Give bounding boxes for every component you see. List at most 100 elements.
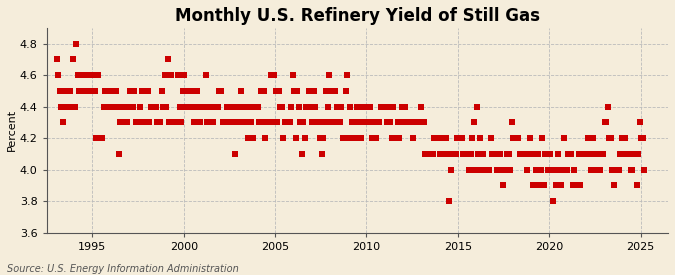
Point [475,136,485,140]
Point [481,167,491,172]
Point [167,120,178,125]
Point [187,104,198,109]
Point [491,167,502,172]
Point [208,120,219,125]
Point [637,136,648,140]
Point [618,152,628,156]
Point [315,136,325,140]
Point [350,136,360,140]
Point [240,120,251,125]
Point [593,167,604,172]
Point [70,104,80,109]
Point [156,89,167,93]
Point [136,89,147,93]
Point [59,89,70,93]
Point [191,89,202,93]
Point [630,152,641,156]
Point [450,152,461,156]
Point [522,167,533,172]
Point [333,120,344,125]
Point [402,120,412,125]
Point [331,104,342,109]
Point [54,89,65,93]
Point [592,152,603,156]
Point [306,104,317,109]
Point [296,152,307,156]
Point [566,152,576,156]
Point [541,152,552,156]
Point [578,152,589,156]
Point [298,120,308,125]
Point [117,104,128,109]
Point [225,104,236,109]
Point [560,167,570,172]
Point [605,136,616,140]
Point [112,104,123,109]
Point [439,152,450,156]
Point [569,167,580,172]
Point [179,73,190,77]
Point [377,104,388,109]
Point [500,167,511,172]
Point [322,104,333,109]
Point [435,152,446,156]
Point [231,104,242,109]
Point [557,167,568,172]
Point [124,89,135,93]
Point [625,167,636,172]
Point [254,120,265,125]
Point [205,104,216,109]
Point [237,104,248,109]
Point [520,152,531,156]
Point [290,136,301,140]
Point [304,89,315,93]
Point [193,104,204,109]
Point [564,152,575,156]
Point [310,104,321,109]
Point [359,120,370,125]
Point [147,104,158,109]
Point [107,89,118,93]
Point [287,73,298,77]
Point [234,120,245,125]
Point [220,120,231,125]
Point [259,89,269,93]
Point [141,89,152,93]
Point [144,120,155,125]
Point [132,120,142,125]
Point [516,152,526,156]
Point [379,104,389,109]
Point [570,183,581,188]
Point [342,73,353,77]
Point [271,89,281,93]
Point [111,89,122,93]
Point [319,120,330,125]
Point [278,136,289,140]
Point [462,152,473,156]
Point [494,152,505,156]
Point [547,199,558,203]
Point [499,167,510,172]
Point [346,120,357,125]
Point [89,89,100,93]
Point [256,120,267,125]
Point [465,152,476,156]
Point [389,136,400,140]
Point [368,120,379,125]
Point [589,167,599,172]
Point [168,120,179,125]
Point [86,73,97,77]
Point [353,136,364,140]
Point [152,120,163,125]
Point [426,152,437,156]
Point [294,104,304,109]
Point [146,104,157,109]
Point [65,89,76,93]
Point [467,136,478,140]
Point [549,167,560,172]
Point [437,136,448,140]
Point [369,120,380,125]
Point [453,136,464,140]
Point [60,104,71,109]
Point [622,152,633,156]
